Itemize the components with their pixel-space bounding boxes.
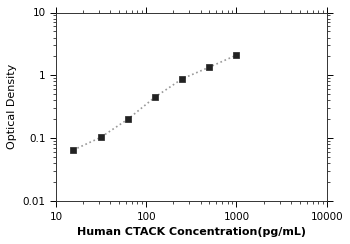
Point (98, 135, 103, 139)
Point (125, 117, 131, 121)
Point (179, 77, 185, 81)
Point (206, 65, 212, 69)
Point (234, 53, 239, 57)
Y-axis label: Optical Density: Optical Density (7, 64, 17, 149)
X-axis label: Human CTACK Concentration(pg/mL): Human CTACK Concentration(pg/mL) (77, 227, 306, 237)
Point (152, 95, 158, 99)
Point (71, 148, 76, 152)
